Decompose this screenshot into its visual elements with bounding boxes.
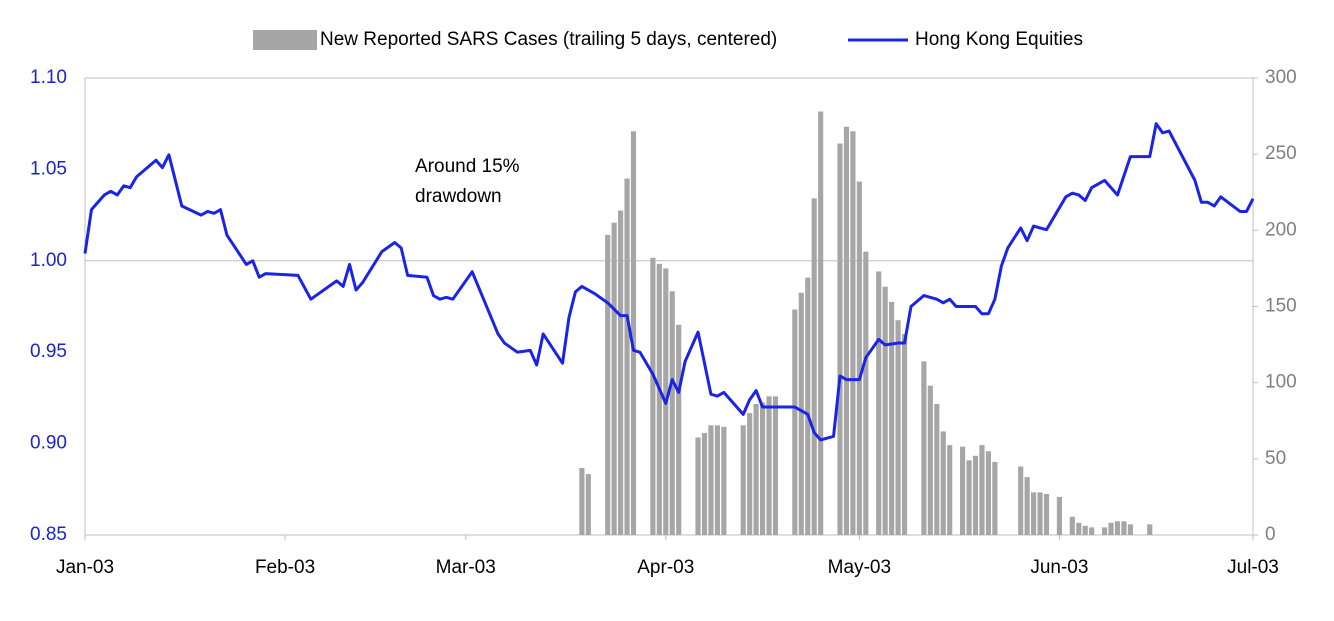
bar bbox=[669, 291, 675, 535]
bar bbox=[792, 309, 798, 535]
bar bbox=[882, 286, 888, 535]
bar bbox=[856, 181, 862, 535]
bar bbox=[1121, 521, 1127, 535]
bar bbox=[740, 425, 746, 535]
bar bbox=[1037, 492, 1043, 535]
legend-swatch bbox=[253, 30, 317, 50]
y2-tick-label: 200 bbox=[1265, 219, 1297, 240]
y2-tick-label: 50 bbox=[1265, 448, 1286, 469]
bar bbox=[1069, 516, 1075, 535]
bar bbox=[618, 210, 624, 535]
bar bbox=[863, 251, 869, 535]
y-tick-label: 0.95 bbox=[30, 341, 67, 362]
bar bbox=[605, 234, 611, 536]
bar bbox=[979, 445, 985, 535]
bar bbox=[992, 461, 998, 535]
bar bbox=[811, 198, 817, 536]
bar bbox=[1114, 521, 1121, 535]
bar bbox=[1082, 525, 1088, 535]
x-tick-label: Apr-03 bbox=[637, 557, 694, 578]
bar bbox=[714, 425, 720, 535]
bar bbox=[1147, 524, 1153, 535]
bar bbox=[759, 402, 766, 535]
bar bbox=[747, 413, 753, 535]
bar bbox=[876, 271, 882, 535]
bar bbox=[695, 437, 701, 535]
y-tick-label: 1.10 bbox=[30, 67, 67, 88]
bar bbox=[1101, 527, 1108, 535]
x-tick-label: Jan-03 bbox=[56, 557, 114, 578]
x-tick-label: Mar-03 bbox=[436, 557, 496, 578]
bar bbox=[921, 361, 927, 535]
y2-tick-label: 0 bbox=[1265, 524, 1276, 545]
plot-frame bbox=[84, 77, 1254, 536]
bar bbox=[753, 403, 759, 535]
bar bbox=[1024, 477, 1030, 535]
bar bbox=[1127, 524, 1133, 535]
bar bbox=[972, 455, 979, 535]
bar bbox=[1056, 496, 1062, 535]
bar bbox=[772, 396, 779, 535]
bar bbox=[818, 111, 824, 535]
bar bbox=[1089, 527, 1095, 535]
bar bbox=[1018, 466, 1024, 535]
bar bbox=[766, 396, 772, 535]
bar bbox=[585, 474, 591, 535]
x-tick-label: May-03 bbox=[828, 557, 891, 578]
bar bbox=[656, 263, 662, 535]
bar bbox=[676, 324, 682, 535]
bar bbox=[947, 445, 953, 535]
bar bbox=[901, 333, 908, 535]
bar bbox=[611, 222, 617, 535]
x-tick-label: Feb-03 bbox=[255, 557, 315, 578]
bar bbox=[966, 460, 972, 535]
bar bbox=[1076, 522, 1082, 535]
legend-label: Hong Kong Equities bbox=[915, 29, 1083, 50]
bar bbox=[843, 126, 850, 535]
bar bbox=[579, 467, 585, 535]
y2-tick-label: 100 bbox=[1265, 372, 1297, 393]
bar bbox=[1031, 492, 1037, 535]
bar bbox=[798, 292, 804, 535]
bar bbox=[927, 385, 933, 535]
bar bbox=[985, 451, 992, 535]
annotation: Around 15% bbox=[415, 156, 520, 177]
bar bbox=[960, 446, 966, 535]
legend-label: New Reported SARS Cases (trailing 5 days… bbox=[320, 29, 777, 50]
y2-tick-label: 150 bbox=[1265, 296, 1297, 317]
y-tick-label: 1.00 bbox=[30, 250, 67, 271]
y2-tick-label: 250 bbox=[1265, 143, 1297, 164]
bar bbox=[1043, 493, 1050, 535]
bar bbox=[624, 178, 630, 536]
bar bbox=[721, 426, 727, 535]
bar bbox=[630, 131, 637, 536]
bar bbox=[701, 432, 708, 535]
y-tick-label: 1.05 bbox=[30, 158, 67, 179]
bar bbox=[889, 301, 895, 535]
bar bbox=[805, 277, 811, 535]
bar bbox=[837, 143, 843, 535]
y-tick-label: 0.85 bbox=[30, 524, 67, 545]
bar bbox=[940, 431, 946, 535]
annotation: drawdown bbox=[415, 186, 502, 207]
bar bbox=[1108, 522, 1114, 535]
bar bbox=[895, 320, 901, 535]
x-tick-label: Jul-03 bbox=[1227, 557, 1279, 578]
y-tick-label: 0.90 bbox=[30, 433, 67, 454]
line bbox=[83, 122, 1255, 442]
bar bbox=[650, 257, 656, 535]
y2-tick-label: 300 bbox=[1265, 67, 1297, 88]
bar bbox=[708, 425, 714, 535]
bar bbox=[934, 403, 940, 535]
x-tick-label: Jun-03 bbox=[1030, 557, 1088, 578]
bar bbox=[850, 131, 856, 536]
